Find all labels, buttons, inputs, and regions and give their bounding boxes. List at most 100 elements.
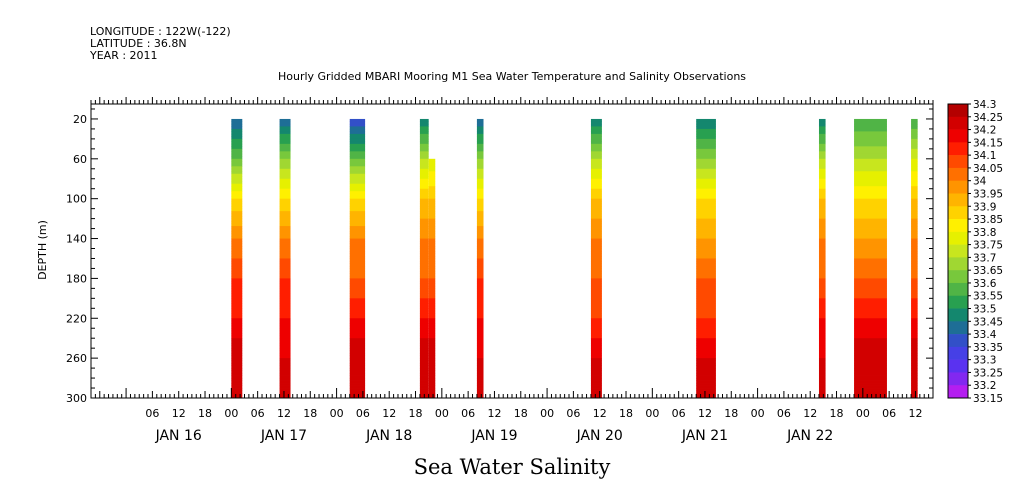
salinity-cell: [590, 121, 602, 125]
salinity-cell: [231, 241, 243, 244]
salinity-cell: [854, 176, 887, 180]
salinity-cell: [854, 295, 887, 299]
salinity-cell: [590, 178, 602, 182]
salinity-cell: [419, 206, 429, 210]
salinity-cell: [476, 206, 484, 210]
salinity-cell: [231, 385, 243, 389]
salinity-cell: [696, 246, 716, 249]
salinity-cell: [349, 265, 366, 269]
salinity-cell: [279, 330, 291, 334]
salinity-cell: [419, 193, 429, 197]
salinity-cell: [590, 313, 602, 317]
salinity-cell: [590, 118, 602, 122]
salinity-cell: [911, 255, 918, 259]
salinity-cell: [476, 288, 484, 292]
salinity-cell: [476, 360, 484, 364]
salinity-cell: [696, 363, 716, 367]
salinity-cell: [279, 136, 291, 140]
salinity-cell: [349, 241, 366, 244]
salinity-cell: [476, 251, 484, 254]
salinity-cell: [476, 248, 484, 252]
salinity-cell: [349, 313, 366, 317]
salinity-cell: [231, 156, 243, 160]
salinity-cell: [854, 313, 887, 317]
salinity-cell: [279, 263, 291, 267]
salinity-cell: [428, 300, 436, 304]
salinity-cell: [231, 280, 243, 284]
salinity-cell: [854, 350, 887, 354]
salinity-cell: [419, 246, 429, 249]
salinity-cell: [279, 363, 291, 367]
salinity-cell: [911, 385, 918, 389]
salinity-cell: [428, 323, 436, 327]
salinity-cell: [818, 320, 826, 324]
salinity-cell: [911, 216, 918, 220]
salinity-cell: [696, 310, 716, 314]
salinity-cell: [818, 358, 826, 362]
salinity-cell: [854, 378, 887, 381]
salinity-cell: [590, 310, 602, 314]
salinity-cell: [231, 345, 243, 349]
salinity-cell: [476, 325, 484, 329]
salinity-cell: [854, 171, 887, 175]
colorbar-label: 33.3: [973, 355, 996, 367]
salinity-cell: [231, 395, 243, 399]
salinity-cell: [419, 360, 429, 364]
salinity-cell: [696, 300, 716, 304]
salinity-cell: [231, 176, 243, 180]
salinity-cell: [696, 345, 716, 349]
salinity-cell: [590, 368, 602, 371]
salinity-cell: [818, 365, 826, 369]
x-hour-label: 06: [777, 407, 791, 420]
salinity-cell: [349, 228, 366, 232]
salinity-cell: [911, 166, 918, 170]
salinity-cell: [428, 268, 436, 272]
x-hour-label: 06: [882, 407, 896, 420]
salinity-cell: [696, 211, 716, 215]
salinity-cell: [590, 128, 602, 132]
salinity-cell: [476, 168, 484, 172]
salinity-cell: [419, 370, 429, 374]
salinity-cell: [911, 265, 918, 269]
salinity-cell: [854, 263, 887, 267]
salinity-cell: [590, 216, 602, 220]
salinity-cell: [476, 345, 484, 349]
salinity-cell: [231, 313, 243, 317]
salinity-cell: [818, 370, 826, 374]
salinity-cell: [349, 293, 366, 297]
salinity-cell: [476, 255, 484, 259]
salinity-cell: [419, 293, 429, 297]
salinity-cell: [476, 353, 484, 357]
salinity-cell: [854, 370, 887, 374]
x-hour-label: 06: [145, 407, 159, 420]
salinity-cell: [476, 313, 484, 317]
x-day-label: JAN 20: [576, 428, 623, 444]
salinity-cell: [279, 126, 291, 130]
salinity-cell: [231, 303, 243, 307]
salinity-cell: [476, 270, 484, 274]
salinity-cell: [349, 255, 366, 259]
salinity-cell: [696, 166, 716, 170]
salinity-cell: [279, 325, 291, 329]
salinity-cell: [854, 161, 887, 165]
salinity-cell: [818, 221, 826, 224]
salinity-cell: [349, 393, 366, 396]
salinity-cell: [590, 211, 602, 215]
salinity-cell: [428, 298, 436, 302]
salinity-cell: [476, 246, 484, 249]
salinity-cell: [231, 153, 243, 157]
salinity-cell: [818, 183, 826, 187]
salinity-cell: [279, 340, 291, 344]
salinity-cell: [476, 385, 484, 389]
salinity-cell: [854, 343, 887, 347]
salinity-cell: [911, 375, 918, 379]
salinity-cell: [231, 126, 243, 130]
salinity-cell: [476, 188, 484, 192]
salinity-cell: [854, 390, 887, 394]
salinity-cell: [696, 138, 716, 142]
salinity-cell: [854, 310, 887, 314]
x-hour-label: 00: [224, 407, 238, 420]
data-segment-6: [590, 118, 602, 399]
salinity-cell: [419, 188, 429, 192]
salinity-cell: [854, 146, 887, 150]
